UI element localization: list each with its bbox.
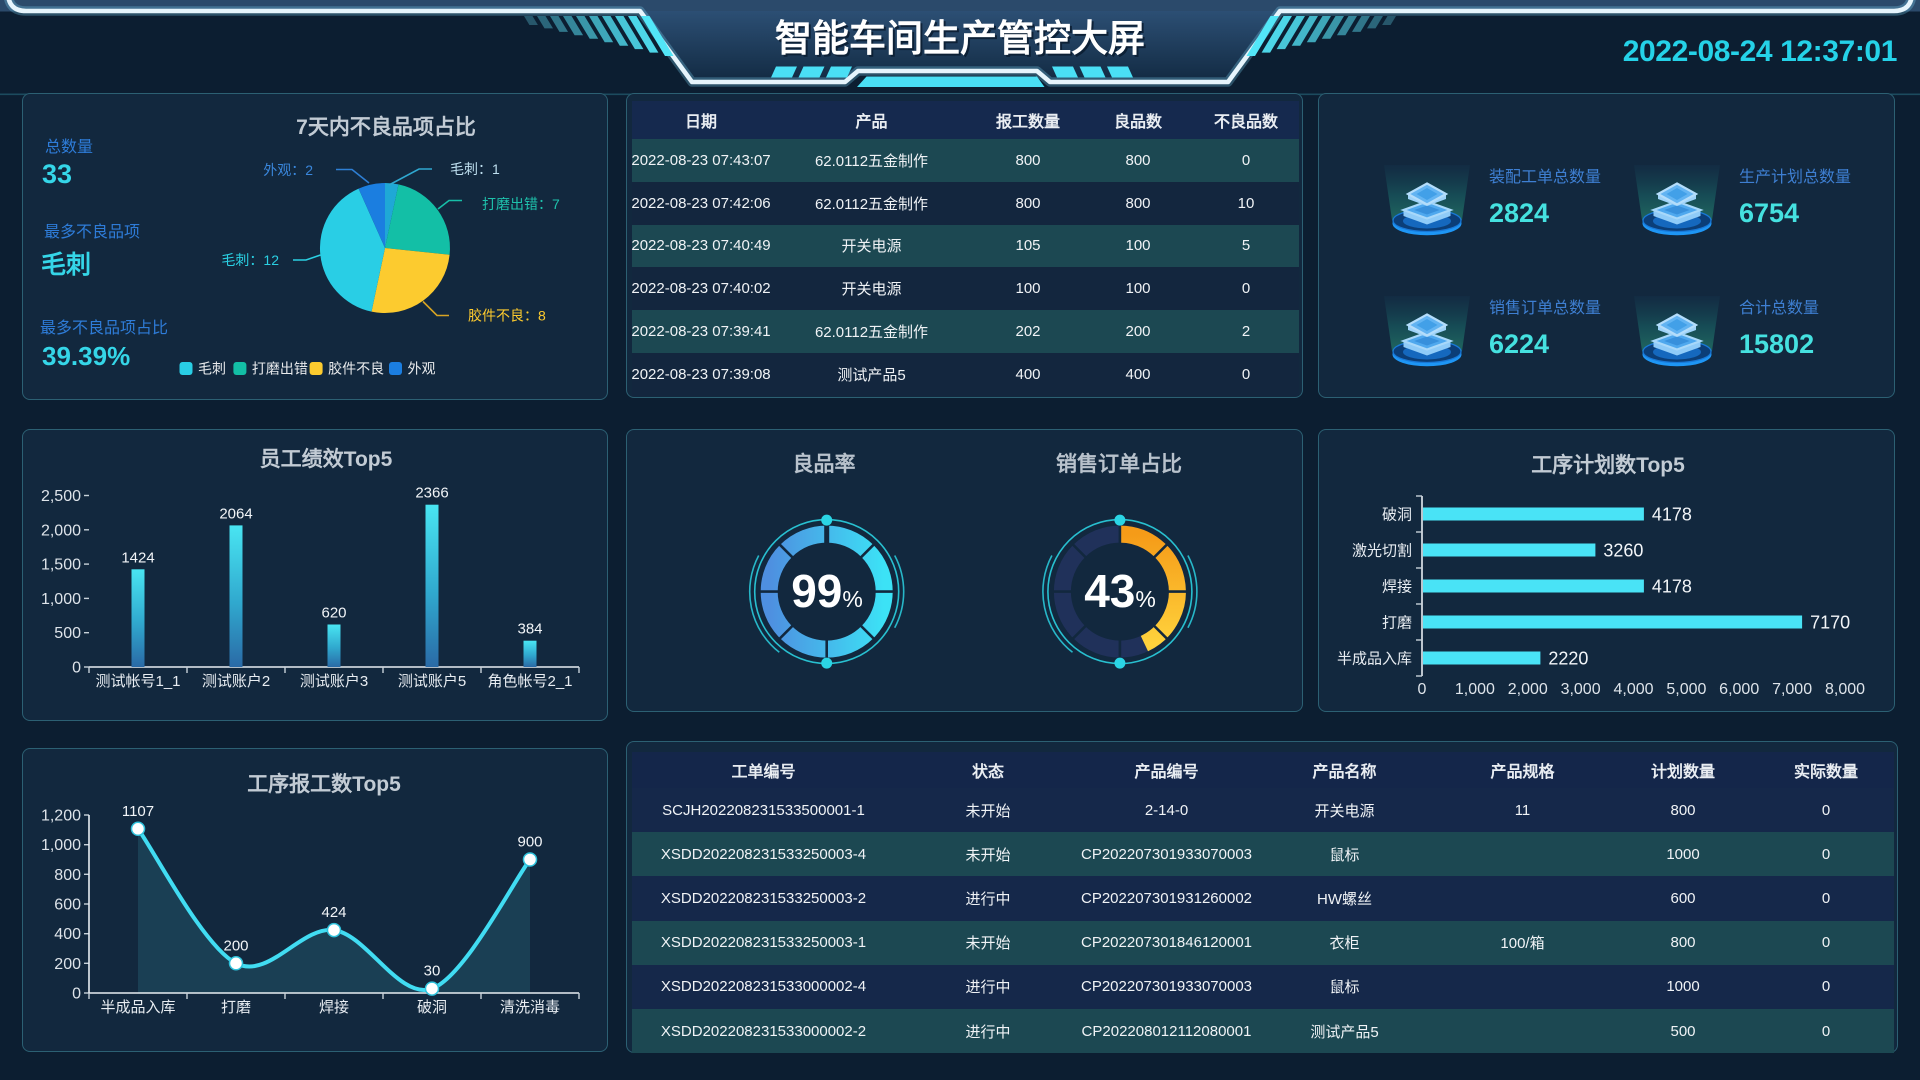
svg-text:2824: 2824 [1489, 198, 1549, 228]
svg-text:0: 0 [72, 660, 81, 677]
svg-text:焊接: 焊接 [319, 999, 349, 1016]
svg-text:4178: 4178 [1652, 505, 1692, 525]
svg-text:测试账户5: 测试账户5 [398, 673, 466, 690]
svg-text:0: 0 [72, 986, 81, 1003]
svg-text:2064: 2064 [219, 505, 252, 522]
svg-text:最多不良品项占比: 最多不良品项占比 [40, 319, 168, 337]
svg-text:测试账户2: 测试账户2 [202, 673, 270, 690]
svg-text:7,000: 7,000 [1772, 681, 1812, 698]
svg-text:43%: 43% [1084, 565, 1156, 617]
svg-text:销售订单占比: 销售订单占比 [1056, 452, 1182, 476]
svg-text:最多不良品项: 最多不良品项 [44, 223, 140, 241]
svg-text:焊接: 焊接 [1382, 579, 1412, 596]
svg-text:智能车间生产管控大屏: 智能车间生产管控大屏 [777, 20, 1147, 61]
svg-text:1,200: 1,200 [41, 808, 81, 825]
svg-text:激光切割: 激光切割 [1352, 543, 1412, 560]
svg-text:测试帐号1_1: 测试帐号1_1 [95, 673, 180, 690]
svg-text:胶件不良：8: 胶件不良：8 [468, 308, 546, 324]
svg-text:工序报工数Top5: 工序报工数Top5 [247, 772, 401, 796]
svg-text:39.39%: 39.39% [42, 341, 130, 371]
svg-text:2022-08-24 12:37:01: 2022-08-24 12:37:01 [1623, 35, 1897, 68]
svg-text:2,500: 2,500 [41, 488, 81, 505]
svg-text:毛刺：1: 毛刺：1 [450, 161, 500, 177]
svg-text:角色帐号2_1: 角色帐号2_1 [487, 673, 572, 690]
svg-text:毛刺：12: 毛刺：12 [221, 252, 279, 268]
svg-text:打磨出错: 打磨出错 [252, 361, 308, 377]
svg-text:6754: 6754 [1739, 198, 1799, 228]
svg-text:4,000: 4,000 [1613, 681, 1653, 698]
svg-text:4178: 4178 [1652, 577, 1692, 597]
svg-text:400: 400 [54, 926, 81, 943]
svg-text:生产计划总数量: 生产计划总数量 [1739, 168, 1851, 186]
svg-text:半成品入库: 半成品入库 [1337, 651, 1412, 668]
svg-text:破洞: 破洞 [1382, 507, 1412, 524]
svg-text:2220: 2220 [1548, 649, 1588, 669]
svg-text:7170: 7170 [1810, 613, 1850, 633]
svg-text:装配工单总数量: 装配工单总数量 [1489, 168, 1601, 186]
svg-text:销售订单总数量: 销售订单总数量 [1489, 299, 1601, 317]
svg-text:200: 200 [223, 937, 248, 954]
svg-text:1,500: 1,500 [41, 557, 81, 574]
svg-text:6224: 6224 [1489, 329, 1549, 359]
svg-text:2,000: 2,000 [41, 522, 81, 539]
svg-text:424: 424 [321, 904, 346, 921]
svg-text:外观：2: 外观：2 [263, 162, 313, 178]
svg-text:破洞: 破洞 [417, 999, 447, 1016]
svg-text:2,000: 2,000 [1508, 681, 1548, 698]
svg-text:15802: 15802 [1739, 329, 1814, 359]
svg-text:900: 900 [517, 834, 542, 851]
svg-text:1107: 1107 [122, 803, 154, 820]
svg-text:合计总数量: 合计总数量 [1739, 299, 1819, 317]
svg-text:3260: 3260 [1603, 541, 1643, 561]
svg-text:384: 384 [517, 621, 542, 638]
svg-text:1,000: 1,000 [1455, 681, 1495, 698]
svg-text:5,000: 5,000 [1666, 681, 1706, 698]
svg-text:800: 800 [54, 867, 81, 884]
svg-text:33: 33 [42, 159, 72, 189]
svg-text:毛刺: 毛刺 [198, 361, 226, 377]
svg-text:0: 0 [1418, 681, 1427, 698]
svg-text:620: 620 [321, 605, 346, 622]
svg-text:良品率: 良品率 [793, 452, 856, 476]
svg-text:1,000: 1,000 [41, 837, 81, 854]
svg-text:毛刺: 毛刺 [41, 251, 91, 279]
svg-text:智能车间生产管控大屏: 智能车间生产管控大屏 [775, 18, 1145, 59]
svg-text:外观: 外观 [408, 361, 436, 377]
svg-text:2366: 2366 [415, 485, 448, 502]
svg-text:200: 200 [54, 956, 81, 973]
svg-text:600: 600 [54, 897, 81, 914]
svg-text:1,000: 1,000 [41, 591, 81, 608]
svg-text:打磨: 打磨 [1382, 615, 1412, 632]
svg-text:6,000: 6,000 [1719, 681, 1759, 698]
svg-text:30: 30 [424, 963, 441, 980]
svg-text:打磨: 打磨 [221, 999, 251, 1016]
svg-text:8,000: 8,000 [1825, 681, 1865, 698]
svg-text:3,000: 3,000 [1561, 681, 1601, 698]
svg-text:测试账户3: 测试账户3 [300, 673, 368, 690]
svg-text:500: 500 [54, 625, 81, 642]
svg-text:工序计划数Top5: 工序计划数Top5 [1531, 453, 1685, 477]
svg-text:胶件不良: 胶件不良 [328, 361, 384, 377]
svg-text:7天内不良品项占比: 7天内不良品项占比 [296, 115, 476, 139]
svg-text:总数量: 总数量 [45, 138, 93, 156]
svg-text:半成品入库: 半成品入库 [100, 999, 175, 1016]
svg-text:清洗消毒: 清洗消毒 [500, 999, 560, 1016]
svg-text:99%: 99% [791, 565, 863, 617]
svg-text:员工绩效Top5: 员工绩效Top5 [260, 447, 393, 471]
svg-text:打磨出错：7: 打磨出错：7 [482, 196, 560, 212]
svg-text:1424: 1424 [121, 549, 154, 566]
